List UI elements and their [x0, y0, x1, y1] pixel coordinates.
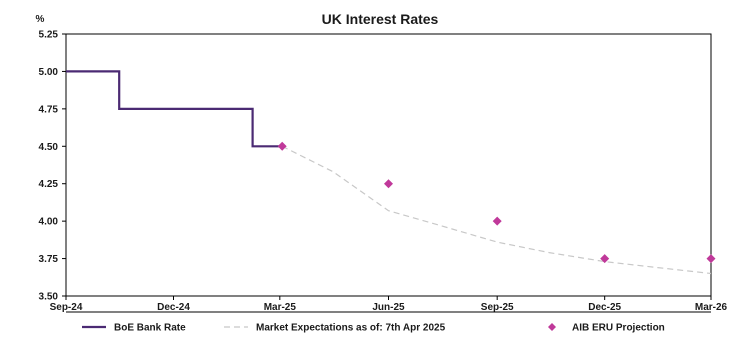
x-tick-label: Mar-25 — [264, 302, 297, 313]
projection-marker — [600, 254, 610, 264]
projection-marker — [384, 179, 393, 189]
x-tick-label: Mar-26 — [695, 302, 728, 313]
legend: BoE Bank Rate Market Expectations as of: … — [82, 323, 665, 334]
projection-marker — [277, 141, 287, 151]
legend-marker-projection — [548, 323, 556, 331]
y-tick-label: 5.00 — [39, 67, 59, 78]
y-axis-unit: % — [36, 14, 45, 25]
y-tick-label: 3.50 — [39, 292, 59, 303]
legend-label: BoE Bank Rate — [114, 323, 186, 334]
projection-marker — [706, 254, 716, 264]
x-tick-label: Dec-25 — [588, 302, 621, 313]
chart-title: UK Interest Rates — [322, 11, 439, 27]
y-tick-label: 4.25 — [39, 179, 59, 190]
y-axis: 5.25 5.00 4.75 4.50 4.25 4.00 3.75 3.50 — [39, 30, 66, 303]
y-tick-label: 4.50 — [39, 142, 59, 153]
x-tick-label: Jun-25 — [372, 302, 405, 313]
legend-label: AIB ERU Projection — [572, 323, 665, 334]
x-tick-label: Sep-25 — [481, 302, 514, 313]
series-layer — [66, 70, 716, 275]
y-tick-label: 3.75 — [39, 254, 59, 265]
projection-marker — [492, 216, 502, 226]
legend-label: Market Expectations as of: 7th Apr 2025 — [256, 323, 446, 334]
x-tick-label: Sep-24 — [50, 302, 83, 313]
x-tick-label: Dec-24 — [157, 302, 190, 313]
y-tick-label: 4.75 — [39, 104, 59, 115]
market-expectations-line — [281, 145, 712, 275]
boe-bank-rate-line — [66, 70, 283, 148]
x-axis: Sep-24 Dec-24 Mar-25 Jun-25 Sep-25 Dec-25 Mar-… — [50, 296, 728, 313]
y-tick-label: 4.00 — [39, 217, 59, 228]
y-tick-label: 5.25 — [39, 30, 59, 41]
